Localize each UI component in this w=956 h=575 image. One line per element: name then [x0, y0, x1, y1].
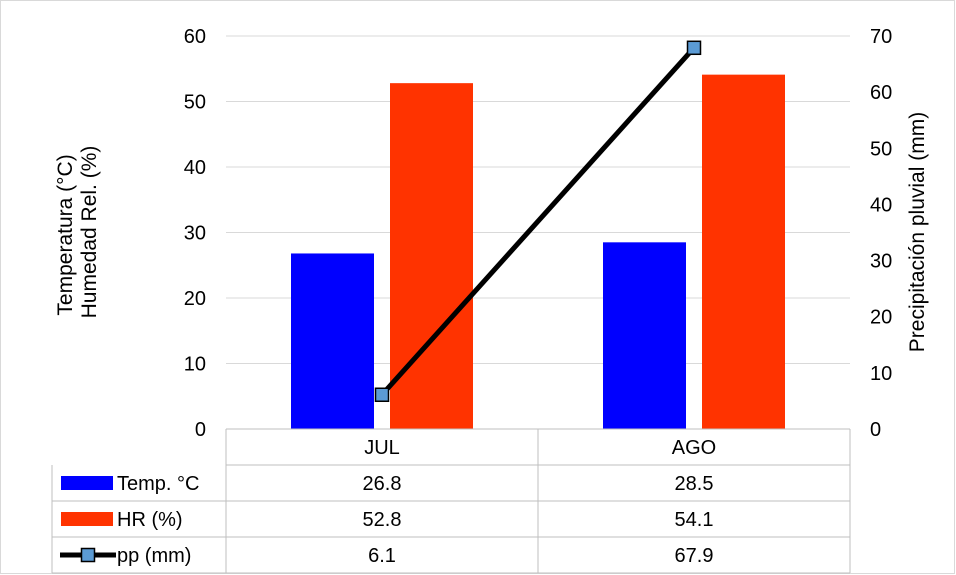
y2-tick-label: 20: [870, 307, 892, 329]
legend-key-marker-pp-mm: [80, 547, 96, 563]
line-marker-ago: [686, 40, 702, 56]
table-cell-temp-c-jul: 26.8: [363, 473, 402, 495]
y2-axis-ticks: 0 10 20 30 40 50 60 70: [870, 26, 892, 441]
y-tick-label: 30: [184, 223, 206, 245]
table-header-jul: JUL: [364, 437, 400, 459]
y-tick-label: 10: [184, 354, 206, 376]
table-series-name-hr: HR (%): [117, 509, 183, 531]
line-pp: [380, 46, 696, 397]
y-axis-title-line-2: Humedad Rel. (%): [78, 146, 101, 319]
bar-temp-c-jul: [291, 253, 374, 429]
line-marker-jul: [374, 387, 390, 403]
legend-key-temp-c: [61, 476, 113, 490]
y-tick-label: 20: [184, 288, 206, 310]
y2-tick-label: 0: [870, 419, 881, 441]
y-tick-label: 0: [195, 419, 206, 441]
y-axis-ticks: 0 10 20 30 40 50 60: [184, 26, 206, 441]
bar-hr-jul: [390, 83, 473, 429]
y2-tick-label: 10: [870, 363, 892, 385]
y2-axis-title: Precipitación pluvial (mm): [906, 112, 929, 352]
table-series-name-temp-c: Temp. °C: [117, 473, 199, 495]
data-table: JUL AGO Temp. °C 26.8 28.5 HR (%) 52.8 54.1 pp (…: [51, 428, 851, 574]
table-cell-temp-c-ago: 28.5: [675, 473, 714, 495]
y-tick-label: 40: [184, 157, 206, 179]
y2-tick-label: 70: [870, 26, 892, 48]
table-cell-pp-mm-ago: 67.9: [675, 545, 714, 567]
y-axis-title-line-1: Temperatura (°C): [54, 154, 77, 315]
y2-tick-label: 30: [870, 251, 892, 273]
y-axis-title: Temperatura (°C) Humedad Rel. (%): [54, 146, 101, 319]
y2-tick-label: 50: [870, 138, 892, 160]
table-cell-hr-ago: 54.1: [675, 509, 714, 531]
table-series-name-pp-mm: pp (mm): [117, 545, 191, 567]
y-tick-label: 60: [184, 26, 206, 48]
legend-key-hr: [61, 512, 113, 526]
bar-hr-ago: [702, 74, 785, 430]
y2-tick-label: 60: [870, 82, 892, 104]
table-cell-pp-mm-jul: 6.1: [368, 545, 396, 567]
line-series: [374, 40, 702, 403]
bar-temp-c-ago: [603, 242, 686, 429]
bar-series: [291, 74, 785, 430]
table-header-ago: AGO: [672, 437, 716, 459]
y-tick-label: 50: [184, 92, 206, 114]
table-cell-hr-jul: 52.8: [363, 509, 402, 531]
y2-tick-label: 40: [870, 194, 892, 216]
